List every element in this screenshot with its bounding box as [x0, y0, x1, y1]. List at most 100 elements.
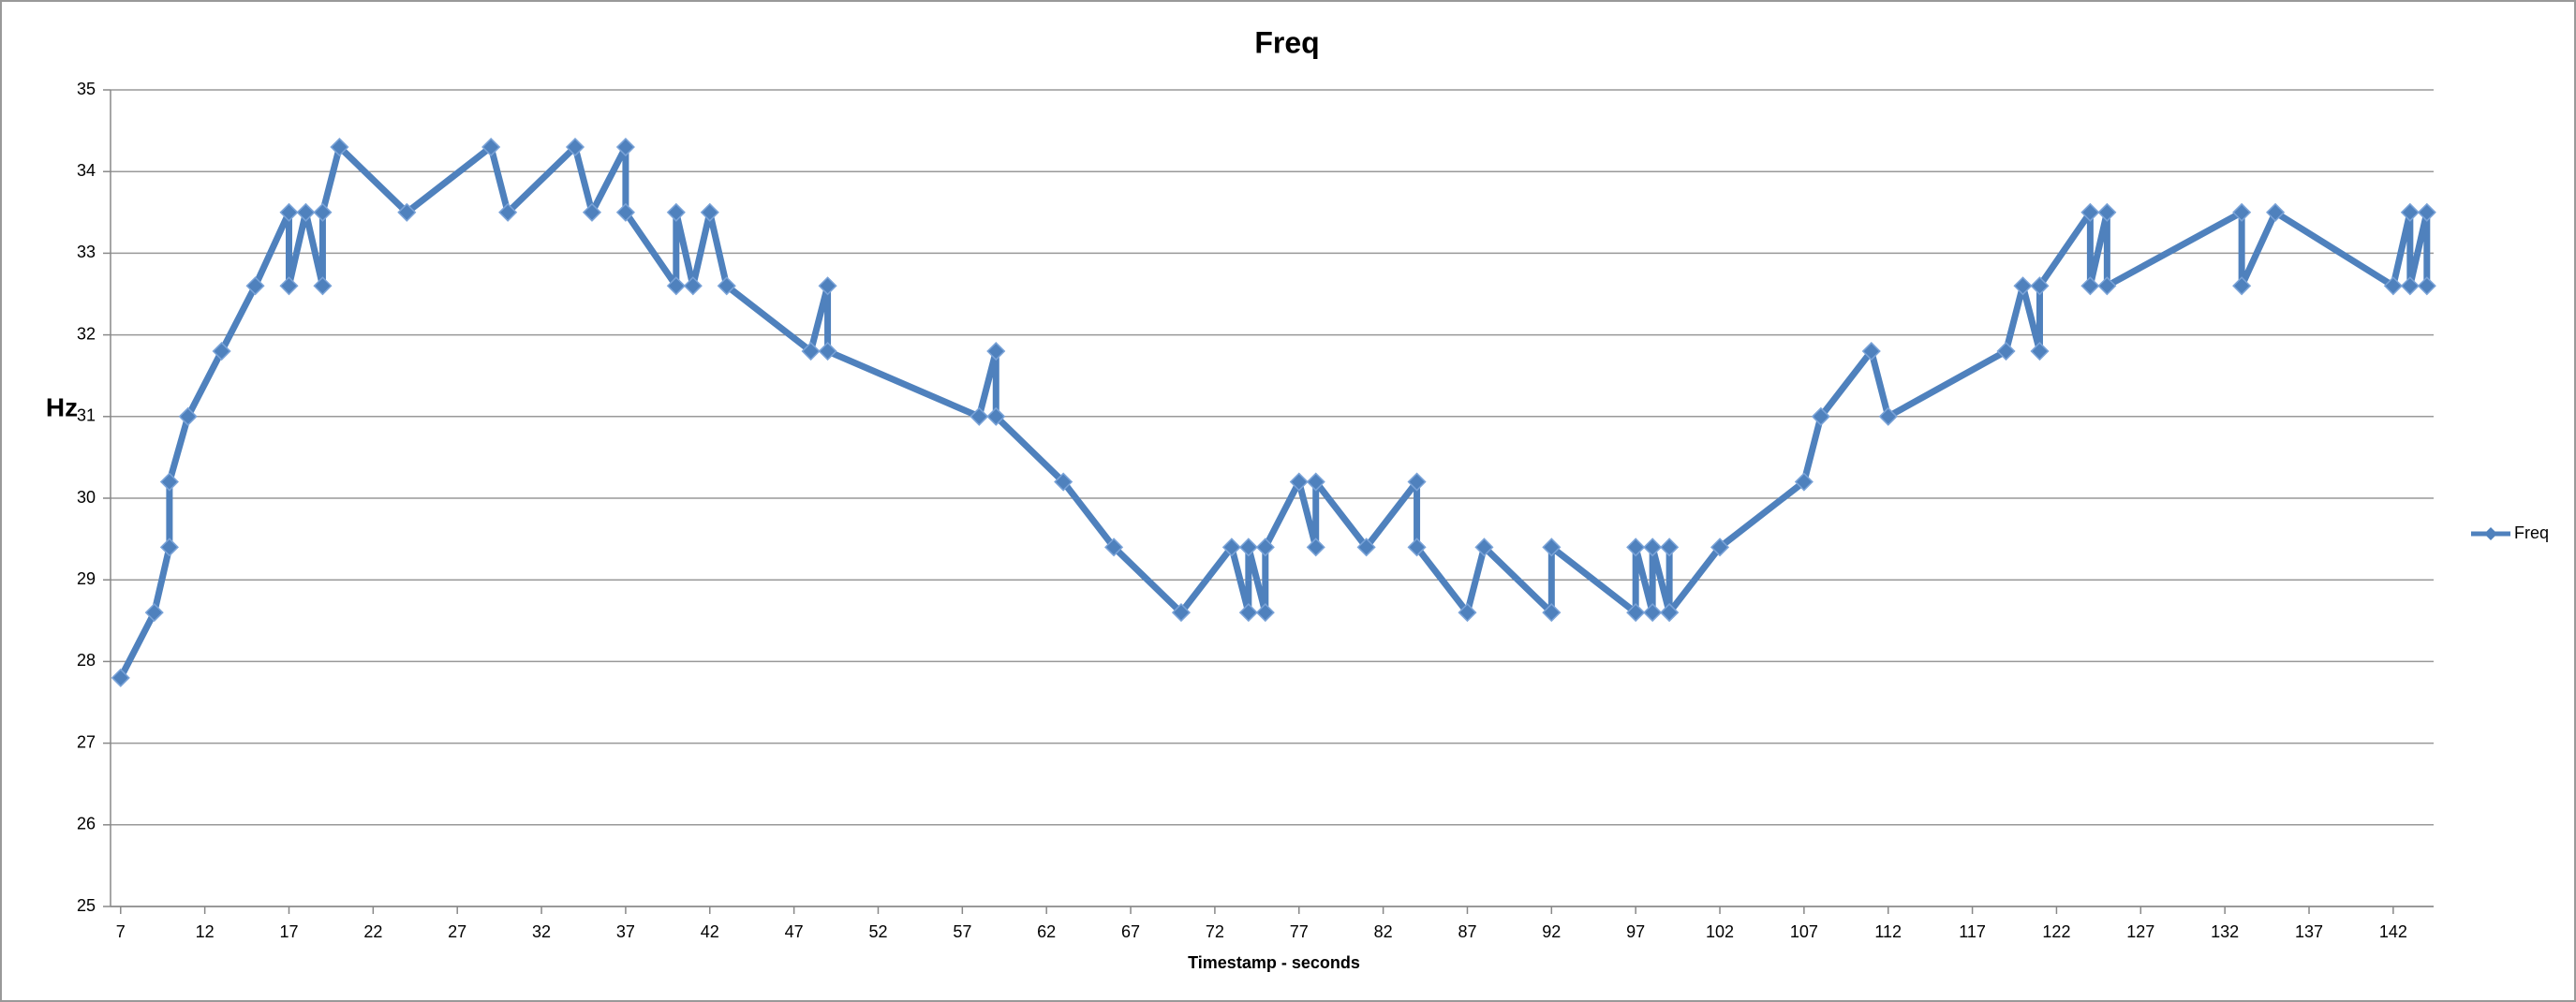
legend-label: Freq — [2514, 523, 2549, 542]
x-tick-label: 72 — [1206, 922, 1224, 941]
data-point — [1407, 538, 1427, 557]
x-tick-label: 87 — [1458, 922, 1476, 941]
data-point — [1306, 538, 1325, 557]
data-point — [2013, 276, 2033, 296]
data-point — [2400, 276, 2420, 296]
y-tick-label: 29 — [77, 569, 96, 588]
x-tick-label: 142 — [2379, 922, 2407, 941]
data-point — [1306, 472, 1325, 492]
y-tick-label: 30 — [77, 488, 96, 507]
data-point — [700, 202, 719, 222]
data-point — [212, 341, 231, 361]
data-point — [330, 137, 349, 157]
data-point — [986, 406, 1006, 426]
data-point — [111, 668, 130, 687]
data-point — [666, 202, 686, 222]
x-tick-label: 127 — [2126, 922, 2154, 941]
data-point — [481, 137, 501, 157]
legend-marker — [2484, 527, 2497, 540]
chart-title: Freq — [1254, 25, 1319, 59]
data-point — [2080, 276, 2100, 296]
data-point — [178, 406, 198, 426]
x-tick-label: 62 — [1037, 922, 1056, 941]
x-tick-label: 67 — [1121, 922, 1140, 941]
data-point — [683, 276, 703, 296]
data-point — [666, 276, 686, 296]
data-point — [1458, 603, 1477, 623]
data-point — [2383, 276, 2403, 296]
x-tick-label: 117 — [1959, 922, 1986, 941]
data-point — [159, 538, 179, 557]
data-point — [615, 202, 635, 222]
x-tick-label: 57 — [953, 922, 971, 941]
x-tick-label: 32 — [532, 922, 551, 941]
data-point — [1289, 472, 1309, 492]
x-tick-label: 42 — [701, 922, 719, 941]
data-point — [2097, 276, 2117, 296]
data-point — [1474, 538, 1494, 557]
data-point — [159, 472, 179, 492]
x-tick-label: 77 — [1290, 922, 1309, 941]
y-tick-label: 28 — [77, 651, 96, 670]
x-tick-label: 122 — [2042, 922, 2070, 941]
data-point — [1542, 538, 1562, 557]
y-tick-label: 27 — [77, 732, 96, 751]
data-point — [1407, 472, 1427, 492]
data-point — [498, 202, 518, 222]
data-point — [818, 341, 837, 361]
data-point — [1794, 472, 1814, 492]
y-tick-label: 26 — [77, 815, 96, 833]
x-tick-label: 82 — [1374, 922, 1393, 941]
data-point — [397, 202, 417, 222]
x-tick-label: 52 — [868, 922, 887, 941]
data-point — [818, 276, 837, 296]
data-point — [1660, 538, 1680, 557]
x-tick-label: 37 — [616, 922, 635, 941]
data-point — [1054, 472, 1073, 492]
data-point — [1255, 538, 1275, 557]
data-point — [986, 341, 1006, 361]
y-tick-label: 25 — [77, 896, 96, 915]
data-point — [2400, 202, 2420, 222]
data-point — [2266, 202, 2286, 222]
data-point — [144, 603, 164, 623]
data-point — [279, 202, 299, 222]
data-point — [1238, 538, 1258, 557]
x-tick-label: 97 — [1626, 922, 1645, 941]
x-tick-label: 12 — [196, 922, 215, 941]
x-axis-label: Timestamp - seconds — [1188, 953, 1360, 972]
data-point — [717, 276, 736, 296]
data-point — [1660, 603, 1680, 623]
data-point — [801, 341, 821, 361]
data-point — [1542, 603, 1562, 623]
data-point — [2030, 341, 2050, 361]
x-tick-label: 92 — [1542, 922, 1561, 941]
data-point — [2417, 202, 2436, 222]
data-point — [1626, 538, 1646, 557]
data-point — [1255, 603, 1275, 623]
data-point — [2080, 202, 2100, 222]
x-tick-label: 102 — [1706, 922, 1734, 941]
data-point — [1643, 538, 1663, 557]
x-tick-label: 132 — [2211, 922, 2239, 941]
y-axis-label: Hz — [46, 392, 78, 421]
data-point — [615, 137, 635, 157]
data-point — [1996, 341, 2016, 361]
x-tick-label: 17 — [279, 922, 298, 941]
data-point — [2232, 276, 2252, 296]
data-point — [970, 406, 989, 426]
x-tick-label: 107 — [1790, 922, 1818, 941]
y-tick-label: 33 — [77, 243, 96, 261]
data-point — [2097, 202, 2117, 222]
data-point — [1811, 406, 1830, 426]
x-tick-label: 7 — [116, 922, 126, 941]
x-tick-label: 27 — [448, 922, 466, 941]
data-point — [1171, 603, 1192, 623]
x-tick-label: 47 — [785, 922, 804, 941]
data-point — [1626, 603, 1646, 623]
data-point — [1710, 538, 1730, 557]
data-point — [582, 202, 602, 222]
data-point — [2030, 276, 2050, 296]
data-point — [2232, 202, 2252, 222]
